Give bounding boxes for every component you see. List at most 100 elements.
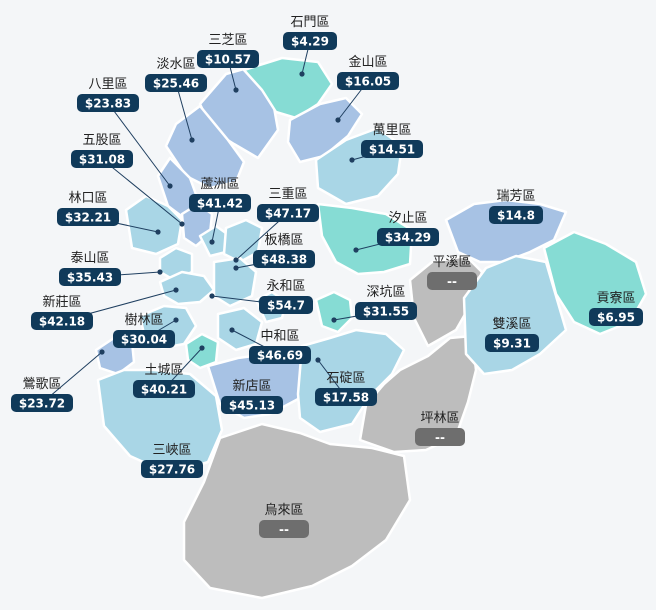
district-label[interactable]: 平溪區 -- bbox=[427, 255, 477, 290]
region-wulai[interactable] bbox=[182, 422, 412, 600]
value-badge bbox=[337, 72, 399, 90]
district-label[interactable]: 深坑區 $31.55 bbox=[355, 285, 417, 320]
leader-dot bbox=[167, 183, 173, 189]
value-badge bbox=[57, 208, 119, 226]
district-label[interactable]: 貢寮區 $6.95 bbox=[589, 290, 643, 326]
district-value: $23.72 bbox=[19, 397, 65, 411]
district-label[interactable]: 瑞芳區 $14.8 bbox=[489, 189, 543, 224]
region-shiding[interactable] bbox=[296, 328, 406, 434]
district-value: $6.95 bbox=[597, 311, 635, 325]
district-name: 蘆洲區 bbox=[200, 177, 239, 192]
leader-dot bbox=[233, 257, 239, 263]
leader-line bbox=[107, 102, 171, 187]
leader-dot bbox=[349, 157, 355, 163]
district-label[interactable]: 石碇區 $17.58 bbox=[315, 371, 377, 406]
leader-lines bbox=[41, 40, 409, 404]
value-badge bbox=[427, 272, 477, 290]
value-badge bbox=[221, 396, 283, 414]
district-name: 五股區 bbox=[82, 133, 121, 148]
region-jinshan[interactable] bbox=[286, 96, 364, 164]
district-label[interactable]: 汐止區 $34.29 bbox=[377, 210, 439, 246]
district-label[interactable]: 三峽區 $27.76 bbox=[141, 443, 203, 478]
district-label[interactable]: 中和區 $46.69 bbox=[249, 329, 311, 364]
leader-dot bbox=[209, 293, 215, 299]
district-label[interactable]: 三重區 $47.17 bbox=[257, 186, 319, 222]
district-value: $30.04 bbox=[121, 333, 167, 347]
value-badge bbox=[361, 140, 423, 158]
district-name: 汐止區 bbox=[388, 210, 427, 226]
value-badge bbox=[249, 346, 311, 364]
district-label[interactable]: 樹林區 $30.04 bbox=[113, 313, 175, 348]
district-name: 金山區 bbox=[348, 54, 387, 70]
district-label[interactable]: 石門區 $4.29 bbox=[283, 15, 337, 50]
district-label[interactable]: 萬里區 $14.51 bbox=[361, 123, 423, 158]
district-value: $34.29 bbox=[385, 231, 431, 245]
district-name: 貢寮區 bbox=[596, 290, 635, 306]
leader-dot bbox=[353, 247, 359, 253]
leader-dot bbox=[157, 269, 163, 275]
district-name: 三芝區 bbox=[208, 32, 247, 48]
district-label[interactable]: 泰山區 $35.43 bbox=[59, 251, 121, 286]
value-badge bbox=[355, 302, 417, 320]
district-name: 樹林區 bbox=[124, 313, 163, 328]
district-label[interactable]: 淡水區 $25.46 bbox=[145, 57, 207, 92]
district-label[interactable]: 金山區 $16.05 bbox=[337, 54, 399, 90]
leader-dot bbox=[209, 239, 215, 245]
district-name: 板橋區 bbox=[264, 233, 303, 248]
district-value: $46.69 bbox=[257, 349, 303, 363]
district-value: -- bbox=[435, 431, 445, 445]
region-xizhi[interactable] bbox=[316, 202, 414, 276]
district-value: $14.51 bbox=[369, 143, 415, 157]
region-danshui[interactable] bbox=[164, 104, 246, 190]
leader-dot bbox=[189, 137, 195, 143]
district-label[interactable]: 五股區 $31.08 bbox=[71, 133, 133, 168]
district-value: $32.21 bbox=[65, 211, 111, 225]
district-value: $31.55 bbox=[363, 305, 409, 319]
leader-dot bbox=[155, 229, 161, 235]
district-label[interactable]: 雙溪區 $9.31 bbox=[485, 317, 539, 352]
district-name: 瑞芳區 bbox=[496, 189, 535, 204]
value-badge bbox=[11, 394, 73, 412]
district-label[interactable]: 土城區 $40.21 bbox=[133, 363, 195, 398]
region-zhonghe[interactable] bbox=[216, 306, 264, 352]
district-value: $9.31 bbox=[493, 337, 531, 351]
district-label[interactable]: 新莊區 $42.18 bbox=[31, 294, 93, 330]
district-name: 三重區 bbox=[268, 186, 307, 202]
district-shapes bbox=[94, 56, 648, 600]
value-badge bbox=[377, 228, 439, 246]
leader-dot bbox=[233, 265, 239, 271]
value-badge bbox=[485, 334, 539, 352]
district-label[interactable]: 八里區 $23.83 bbox=[77, 77, 139, 112]
leader-dot bbox=[173, 317, 179, 323]
district-value: $25.46 bbox=[153, 77, 199, 91]
district-name: 深坑區 bbox=[366, 285, 405, 300]
leader-dot bbox=[315, 357, 321, 363]
value-badge bbox=[283, 32, 337, 50]
district-name: 三峽區 bbox=[152, 443, 191, 458]
district-name: 雙溪區 bbox=[492, 317, 531, 332]
leader-dot bbox=[331, 317, 337, 323]
district-name: 林口區 bbox=[68, 191, 107, 206]
value-badge bbox=[113, 330, 175, 348]
district-label[interactable]: 鶯歌區 $23.72 bbox=[11, 377, 73, 412]
district-value: -- bbox=[279, 523, 289, 537]
district-label[interactable]: 烏來區 -- bbox=[259, 502, 309, 538]
district-label[interactable]: 三芝區 $10.57 bbox=[197, 32, 259, 68]
value-badge bbox=[415, 428, 465, 446]
district-value: $47.17 bbox=[265, 207, 311, 221]
value-badge bbox=[59, 268, 121, 286]
district-label[interactable]: 林口區 $32.21 bbox=[57, 191, 119, 226]
district-label[interactable]: 蘆洲區 $41.42 bbox=[189, 177, 251, 212]
region-shenkeng[interactable] bbox=[314, 290, 354, 334]
value-badge bbox=[257, 204, 319, 222]
value-badge bbox=[77, 94, 139, 112]
value-badge bbox=[197, 50, 259, 68]
district-label[interactable]: 永和區 $54.7 bbox=[259, 279, 313, 314]
leader-dot bbox=[299, 71, 305, 77]
region-xinzhuang[interactable] bbox=[158, 270, 216, 306]
district-label[interactable]: 坪林區 -- bbox=[415, 411, 465, 446]
district-label[interactable]: 新店區 $45.13 bbox=[221, 378, 283, 414]
region-tucheng[interactable] bbox=[184, 332, 220, 370]
district-label[interactable]: 板橋區 $48.38 bbox=[253, 233, 315, 268]
